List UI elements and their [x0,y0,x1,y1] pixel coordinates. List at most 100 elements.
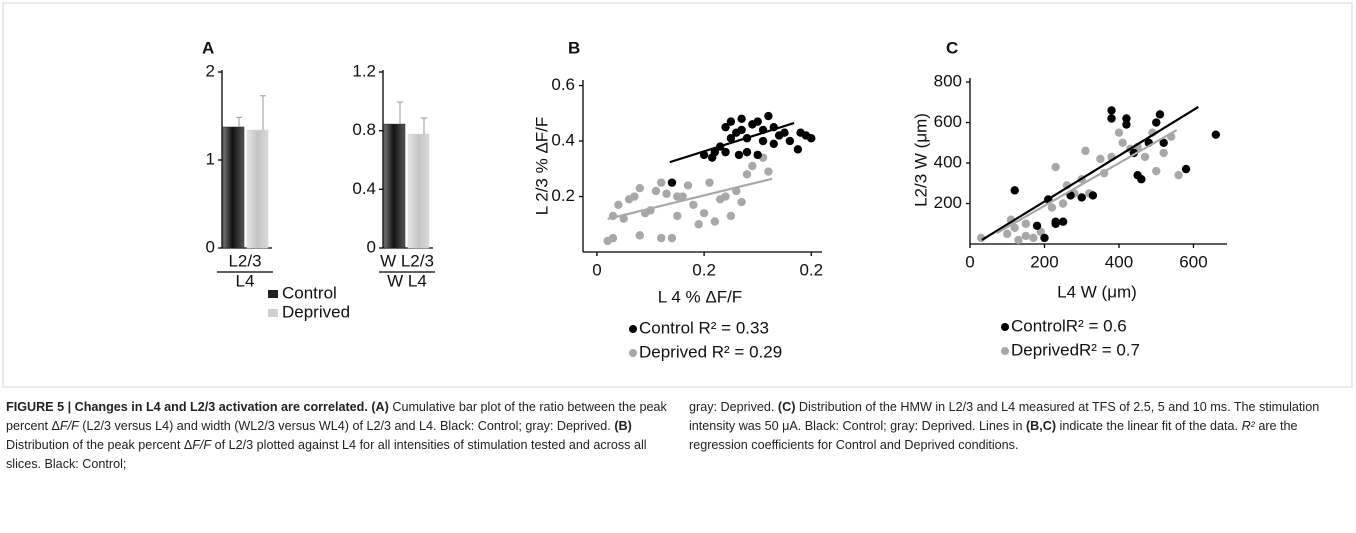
point [1152,118,1161,127]
legend-swatch [268,290,278,298]
point [1066,191,1075,200]
point [1021,231,1031,241]
point [1058,217,1068,226]
point [1032,221,1042,230]
point [1003,229,1012,239]
point [657,233,666,243]
legend-label: DeprivedR² = 0.7 [1011,340,1140,359]
bar [407,133,430,249]
bar [383,123,406,249]
x-axis-title: L 4 % ΔF/F [658,287,742,306]
point [710,147,720,157]
x-tick-label: 400 [1105,252,1133,271]
point [1152,166,1161,176]
point [1159,138,1168,147]
point [1081,146,1090,156]
point [673,192,682,201]
caption-text: Distribution of the peak percent Δ [6,438,193,452]
point [667,178,677,187]
category-numerator: W L2/3 [380,251,434,270]
x-tick-label: 600 [1179,252,1207,271]
panel-label: A [202,38,214,57]
y-tick-label: 1.2 [352,61,376,80]
caption-text: gray: Deprived. [689,400,778,414]
point [1181,164,1191,174]
category-numerator: L2/3 [228,251,261,270]
point [635,231,645,240]
legend-marker [629,325,637,333]
point [1051,219,1060,228]
caption-text: (L2/3 versus L4) and width (WL2/3 versus… [78,419,615,433]
point [748,161,757,171]
y-tick-label: 0 [206,237,215,256]
y-tick-label: 800 [934,72,962,91]
fit-line [981,106,1199,241]
caption-text: Cumulative bar plot of the ratio between… [6,400,667,433]
fit-line [607,177,773,221]
point [667,233,677,243]
legend-marker [629,349,637,357]
y-tick-label: 0.6 [551,75,575,94]
caption-text: (A) [371,400,389,414]
point [689,200,698,210]
x-tick-label: 200 [1030,252,1058,271]
point [764,111,773,121]
x-axis-title: L4 W (μm) [1057,282,1137,301]
legend-swatch [268,309,278,317]
caption-column: FIGURE 5 | Changes in L4 and L2/3 activa… [6,398,667,474]
point [1058,199,1068,208]
y-tick-label: 400 [934,153,962,172]
point [1159,148,1168,158]
x-tick-label: 0.2 [799,260,823,279]
legend-label: ControlR² = 0.6 [1011,316,1127,335]
point [630,192,639,201]
fit-line [996,129,1178,235]
legend-marker [1001,347,1009,355]
legend-label: Control R² = 0.33 [639,318,769,337]
point [1122,114,1131,123]
point [1096,154,1105,164]
caption-text: FIGURE 5 | Changes in L4 and L2/3 activa… [6,400,372,414]
y-tick-label: 0.4 [551,131,575,150]
point [793,145,803,154]
point [1029,233,1038,243]
category-denominator: L4 [236,271,255,290]
point [1040,233,1049,243]
point [742,170,752,179]
point [721,192,730,201]
point [1077,193,1086,202]
caption-text: Distribution of the HMW in L2/3 and L4 m… [689,400,1320,433]
point [726,211,736,221]
x-tick-label: 0 [592,260,601,279]
y-axis-title: L2/3 W (μm) [911,113,930,207]
point [726,134,736,143]
bar [246,129,269,249]
y-tick-label: 0.8 [352,120,376,139]
point [1118,138,1127,147]
point [1137,175,1146,184]
point [635,183,645,193]
legend-label: Deprived R² = 0.29 [639,342,782,361]
point [769,139,778,149]
point [614,200,623,210]
caption-text: indicate the linear fit of the data. [1056,419,1242,433]
panel-label: C [946,38,958,57]
point [1140,152,1150,162]
point [710,217,720,226]
point [1155,110,1165,119]
point [734,150,744,160]
legend-label: Control [282,283,337,302]
point [1036,227,1045,237]
point [1114,128,1124,137]
point [753,150,762,160]
point [721,122,730,132]
y-tick-label: 600 [934,112,962,131]
point [1021,219,1031,228]
legend-marker [1001,323,1009,331]
point [683,181,693,190]
fit-line [669,121,795,164]
y-tick-label: 0 [367,237,376,256]
point [673,211,682,221]
